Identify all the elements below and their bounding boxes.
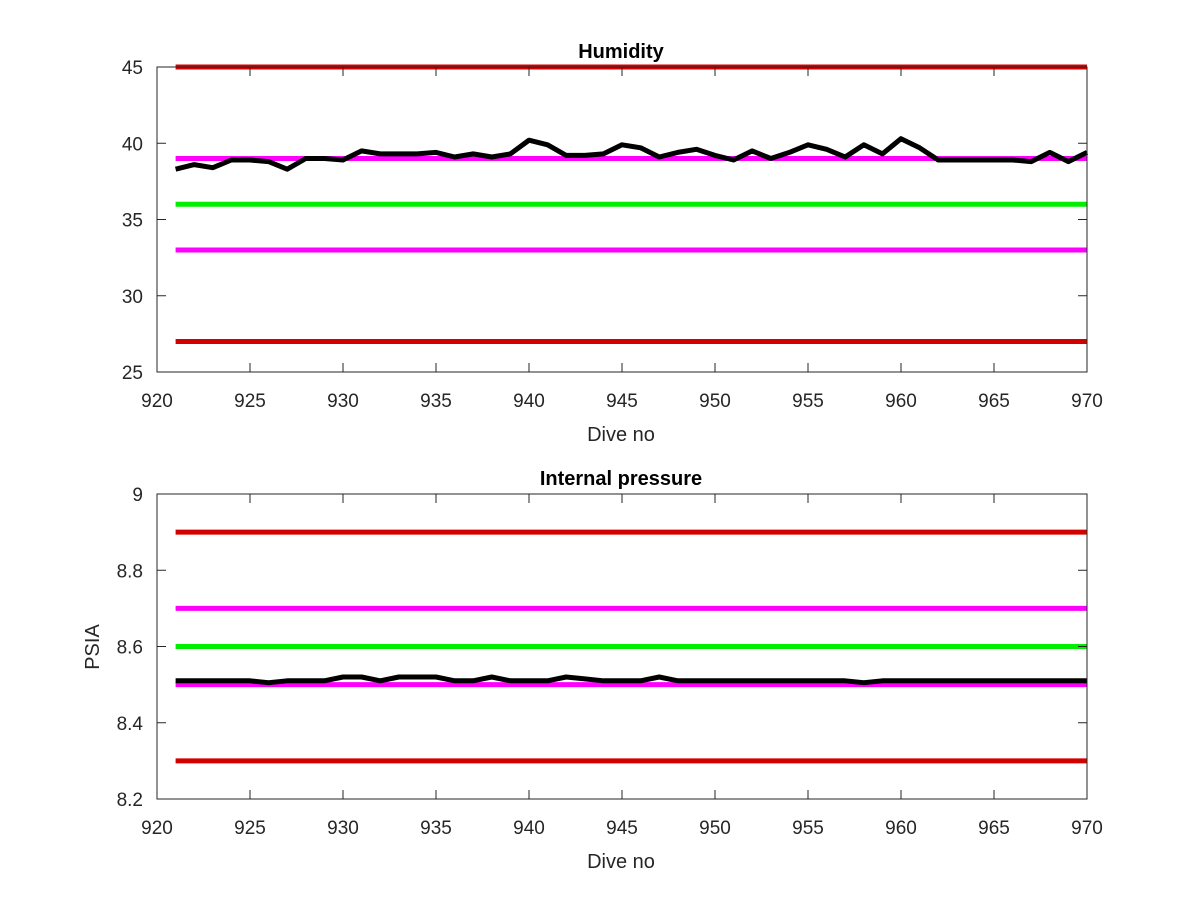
humidity-x-tick-label-9: 965 [978, 391, 1010, 412]
internal-pressure-x-tick-label-1: 925 [234, 818, 266, 839]
internal-pressure-x-tick-label-3: 935 [420, 818, 452, 839]
humidity-x-tick-label-7: 955 [792, 391, 824, 412]
internal-pressure-x-tick-label-6: 950 [699, 818, 731, 839]
humidity-ticks: 920 925 930 935 940 945 950 955 960 965 970 25 30 35 4… [122, 58, 1103, 412]
internal-pressure-ticks: 920 925 930 935 940 945 950 955 960 965 970 8.2 8.4 8… [117, 485, 1103, 839]
internal-pressure-y-tick-label-4: 9 [132, 485, 143, 506]
humidity-x-tick-label-2: 930 [327, 391, 359, 412]
internal-pressure-x-tick-label-7: 955 [792, 818, 824, 839]
humidity-x-tick-label-10: 970 [1071, 391, 1103, 412]
humidity-title: Humidity [578, 41, 664, 63]
humidity-x-tick-label-0: 920 [141, 391, 173, 412]
humidity-x-tick-label-8: 960 [885, 391, 917, 412]
humidity-x-tick-label-3: 935 [420, 391, 452, 412]
internal-pressure-title: Internal pressure [540, 468, 702, 490]
internal-pressure-data-series-0 [175, 674, 1087, 686]
internal-pressure-y-axis-label: PSIA [82, 624, 104, 670]
internal-pressure-y-tick-label-3: 8.8 [117, 561, 143, 582]
humidity-data-series-0 [174, 136, 1089, 172]
humidity-x-tick-label-6: 950 [699, 391, 731, 412]
internal-pressure-x-tick-label-8: 960 [885, 818, 917, 839]
humidity-x-tick-label-5: 945 [606, 391, 638, 412]
internal-pressure-x-tick-label-5: 945 [606, 818, 638, 839]
internal-pressure-y-tick-label-0: 8.2 [117, 790, 143, 811]
humidity-y-tick-label-0: 25 [122, 363, 143, 384]
internal-pressure-plot-area [175, 529, 1087, 764]
humidity-subplot: Humidity 920 925 930 935 940 945 950 955 960 965 9… [122, 41, 1103, 446]
internal-pressure-subplot: Internal pressure 920 925 930 935 940 945 950 9… [82, 468, 1103, 873]
internal-pressure-y-tick-label-2: 8.6 [117, 638, 143, 659]
internal-pressure-x-tick-label-2: 930 [327, 818, 359, 839]
humidity-x-tick-label-4: 940 [513, 391, 545, 412]
internal-pressure-y-tick-label-1: 8.4 [117, 714, 144, 735]
humidity-y-tick-label-2: 35 [122, 211, 143, 232]
internal-pressure-x-tick-label-10: 970 [1071, 818, 1103, 839]
humidity-x-axis-label: Dive no [587, 424, 655, 446]
internal-pressure-x-tick-label-4: 940 [513, 818, 545, 839]
humidity-y-tick-label-3: 40 [122, 134, 143, 155]
internal-pressure-x-tick-label-9: 965 [978, 818, 1010, 839]
humidity-y-tick-label-1: 30 [122, 287, 143, 308]
internal-pressure-x-axis-label: Dive no [587, 851, 655, 873]
internal-pressure-x-tick-label-0: 920 [141, 818, 173, 839]
humidity-y-tick-label-4: 45 [122, 58, 143, 79]
humidity-x-tick-label-1: 925 [234, 391, 266, 412]
